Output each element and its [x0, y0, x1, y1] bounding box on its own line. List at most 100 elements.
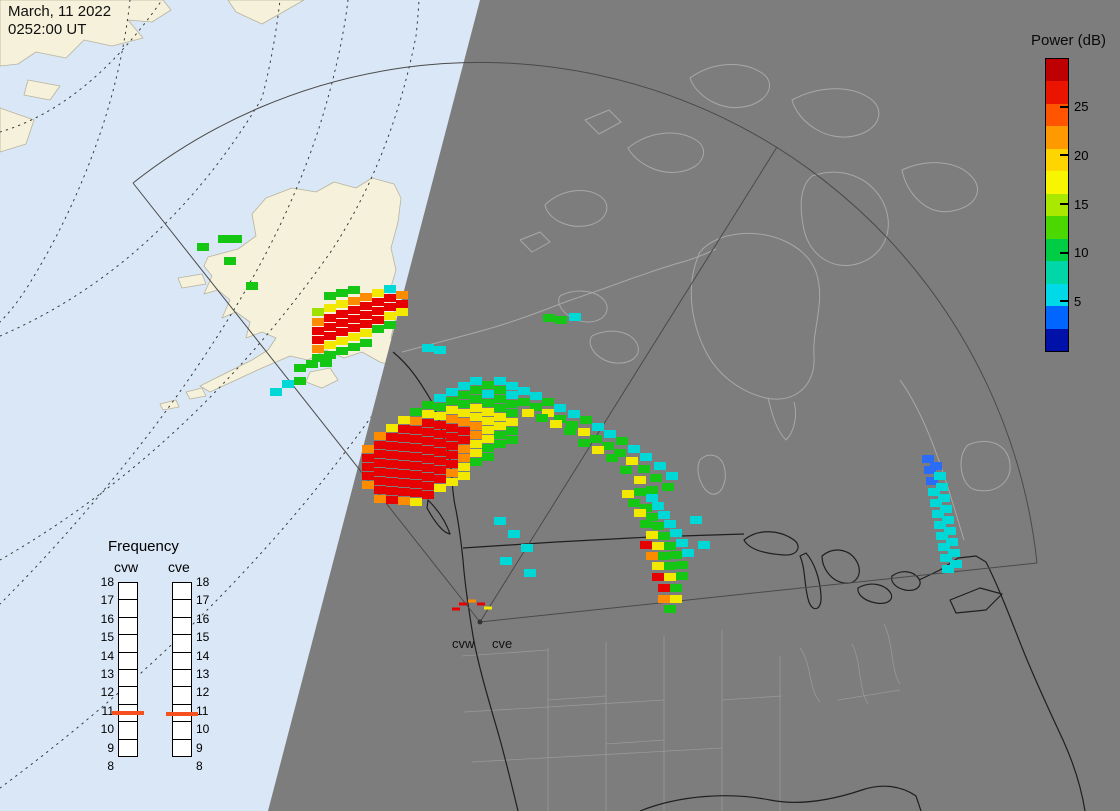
colorbar-tick-label: 20 [1074, 147, 1089, 163]
backscatter-cell [458, 418, 470, 426]
backscatter-cell [410, 498, 422, 506]
backscatter-cell [422, 419, 434, 427]
backscatter-cell [602, 442, 614, 450]
backscatter-cell [336, 289, 348, 297]
backscatter-cell [658, 584, 670, 592]
backscatter-cell [652, 542, 664, 550]
colorbar-tick-label: 25 [1074, 99, 1089, 115]
backscatter-cell [936, 483, 948, 491]
lake-superior [743, 531, 799, 556]
backscatter-cell [374, 477, 386, 485]
backscatter-cell [360, 302, 372, 310]
backscatter-cell [676, 561, 688, 569]
backscatter-cell [930, 462, 942, 470]
backscatter-cell [506, 400, 518, 408]
backscatter-cell [518, 387, 530, 395]
date-text: March, 11 2022 [8, 3, 112, 20]
colorbar-tick-mark [1060, 105, 1068, 108]
arctic-island [901, 162, 978, 213]
colorbar-segment [1046, 103, 1068, 127]
backscatter-cell [676, 572, 688, 580]
frequency-tick-label: 11 [101, 703, 114, 718]
power-colorbar: Power (dB) 25 20 15 10 5 [1008, 32, 1118, 354]
backscatter-cell [410, 489, 422, 497]
backscatter-cell [482, 399, 494, 407]
frequency-tick-label: 18 [196, 575, 210, 589]
backscatter-cell [922, 455, 934, 463]
radar-fov-outline [132, 61, 1038, 623]
fov-divider [479, 146, 778, 623]
frequency-tick-label: 17 [100, 593, 114, 608]
backscatter-cell [446, 415, 458, 423]
backscatter-cell [446, 460, 458, 468]
backscatter-cell [294, 377, 306, 385]
backscatter-cell [336, 310, 348, 318]
backscatter-cell [494, 404, 506, 412]
backscatter-cell [422, 446, 434, 454]
backscatter-cell [372, 316, 384, 324]
backscatter-cell [410, 444, 422, 452]
night-land-outlines [401, 64, 1011, 541]
backscatter-cell [646, 486, 658, 494]
backscatter-cell [398, 497, 410, 505]
hudson-bay [690, 232, 821, 400]
backscatter-cell [542, 398, 554, 406]
frequency-scale-cve [172, 582, 192, 766]
frequency-scale-cell [118, 634, 138, 653]
colorbar-title: Power (dB) [1030, 32, 1106, 49]
kodiak-island [305, 367, 339, 389]
backscatter-cell [569, 313, 581, 321]
chukotka-tip [227, 0, 305, 25]
aleutian-island [159, 399, 180, 411]
backscatter-cell [312, 336, 324, 344]
frequency-tick-label: 12 [196, 685, 210, 700]
backscatter-cell [494, 440, 506, 448]
backscatter-cell [386, 451, 398, 459]
st-lawrence-island [177, 273, 207, 289]
backscatter-cell [218, 235, 230, 243]
frequency-scale-cell [172, 599, 192, 618]
vancouver-island [426, 499, 451, 535]
colorbar-tick-label: 5 [1074, 293, 1082, 309]
colorbar-segment [1046, 238, 1068, 262]
backscatter-cell [628, 499, 640, 507]
island [0, 107, 35, 153]
backscatter-cell [422, 464, 434, 472]
colorbar-gradient [1045, 58, 1069, 352]
backscatter-cell [458, 427, 470, 435]
backscatter-cell [324, 314, 336, 322]
lake-michigan [799, 552, 822, 610]
frequency-tick-label: 11 [196, 703, 209, 718]
island [23, 79, 61, 101]
backscatter-cell [294, 364, 306, 372]
frequency-panel: Frequency cvw cve 18 17 16 15 14 13 12 11 10 9 8 18… [88, 538, 238, 788]
backscatter-cell [550, 420, 562, 428]
backscatter-cell [362, 445, 374, 453]
backscatter-cell [398, 452, 410, 460]
great-slave-lake [589, 330, 639, 364]
backscatter-cell [398, 425, 410, 433]
backscatter-cell [664, 573, 676, 581]
arctic-coast [401, 248, 717, 353]
backscatter-cell [348, 306, 360, 314]
backscatter-cell [458, 382, 470, 390]
nova-scotia [949, 587, 1003, 614]
backscatter-cell [374, 450, 386, 458]
backscatter-cell [646, 531, 658, 539]
backscatter-cell [652, 502, 664, 510]
frequency-scale-cell [172, 738, 192, 757]
coastlines-black [392, 351, 1086, 811]
frequency-tick-label: 10 [196, 722, 210, 737]
backscatter-cell [522, 409, 534, 417]
backscatter-cell [458, 391, 470, 399]
backscatter-cell [410, 408, 422, 416]
backscatter-cell [386, 442, 398, 450]
backscatter-cell [614, 449, 626, 457]
backscatter-cell [506, 418, 518, 426]
backscatter-cell [434, 403, 446, 411]
backscatter-cell [938, 494, 950, 502]
backscatter-cell [938, 543, 950, 551]
aleutian-island [185, 387, 207, 400]
backscatter-cell [580, 416, 592, 424]
backscatter-cell [384, 312, 396, 320]
